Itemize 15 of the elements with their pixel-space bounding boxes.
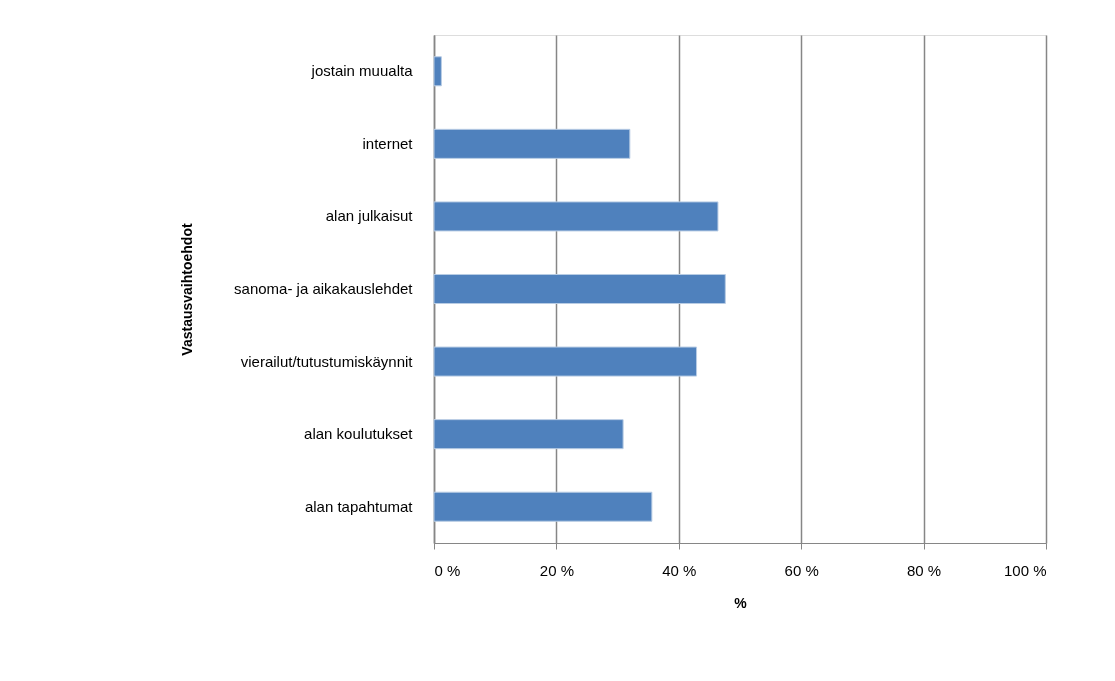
y-tick-label: internet [362,134,414,152]
x-tick-label: 40 % [662,561,697,579]
y-tick-label: sanoma- ja aikakauslehdet [234,280,414,297]
y-tick-label: alan tapahtumat [304,497,414,515]
y-tick-label: alan julkaisut [325,207,414,225]
x-tick-label: 60 % [784,561,819,579]
x-axis-title: % [734,594,748,611]
x-tick-label: 80 % [907,561,942,579]
y-tick-label: jostain muualta [310,62,414,80]
y-tick-label: vierailut/tutustumiskäynnit [240,352,414,370]
x-tick-label: 20 % [539,561,574,579]
y-tick-label: alan koulutukset [304,425,414,443]
y-axis-title: Vastausvaihtoehdot [178,223,195,356]
x-tick-label: 100 % [1003,561,1047,579]
x-tick-label: 0 % [434,561,461,579]
